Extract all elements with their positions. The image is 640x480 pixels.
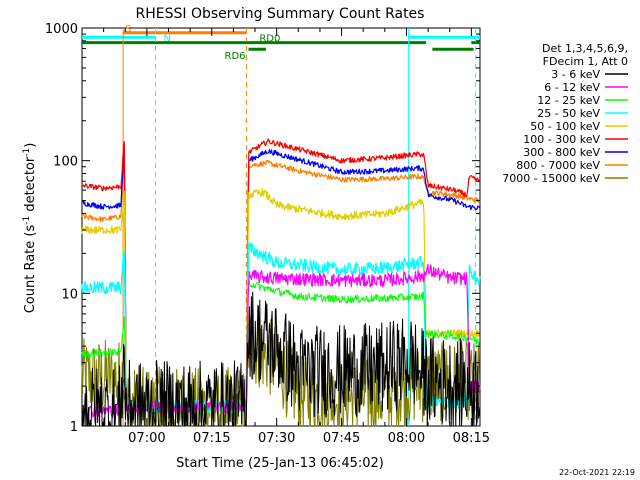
- x-tick-label: 08:15: [453, 431, 490, 446]
- legend-label-12-25-kev: 12 - 25 keV: [537, 94, 600, 107]
- flag-label-n: N: [164, 33, 171, 44]
- plot-frame: [81, 27, 481, 427]
- legend-label-25-50-kev: 25 - 50 keV: [537, 107, 600, 120]
- y-tick-label: 1: [70, 420, 78, 435]
- x-tick-label: 08:00: [388, 431, 425, 446]
- legend-label-800-7000-kev: 800 - 7000 keV: [516, 159, 600, 172]
- legend-label-300-800-kev: 300 - 800 keV: [523, 146, 600, 159]
- chart-title: RHESSI Observing Summary Count Rates: [136, 6, 425, 22]
- legend-label-6-12-kev: 6 - 12 keV: [544, 81, 600, 94]
- x-axis-title: Start Time (25-Jan-13 06:45:02): [176, 456, 384, 471]
- legend-label-100-300-kev: 100 - 300 keV: [523, 133, 600, 146]
- legend-header: FDecim 1, Att 0: [543, 55, 628, 68]
- flag-label-s: S: [125, 24, 131, 35]
- x-tick-label: 07:45: [323, 431, 360, 446]
- series-lines: [81, 138, 481, 427]
- y-tick-label: 1000: [45, 22, 78, 37]
- x-tick-label: 07:30: [258, 431, 295, 446]
- axes: 1 10 100 1000 07:00 07:15 07:30 07:45 08:00 08:15: [45, 22, 490, 446]
- footer-timestamp: 22-Oct-2021 22:19: [559, 468, 635, 477]
- state-change-markers: [122, 28, 477, 426]
- flag-label-rd0: RD0: [259, 34, 280, 45]
- x-tick-label: 07:15: [193, 431, 230, 446]
- x-tick-label: 07:00: [128, 431, 165, 446]
- legend-header: Det 1,3,4,5,6,9,: [542, 42, 628, 55]
- flag-label-rd6: RD6: [225, 51, 246, 62]
- y-tick-label: 10: [61, 287, 78, 302]
- legend-label-50-100-kev: 50 - 100 keV: [530, 120, 600, 133]
- legend-label-3-6-kev: 3 - 6 keV: [551, 68, 600, 81]
- instrument-flag-bars: S N RD0 RD6: [82, 24, 480, 62]
- legend: Det 1,3,4,5,6,9,FDecim 1, Att 03 - 6 keV…: [502, 42, 628, 185]
- series-line-3-6-kev: [81, 291, 481, 427]
- legend-label-7000-15000-kev: 7000 - 15000 keV: [502, 172, 600, 185]
- y-tick-label: 100: [53, 155, 78, 170]
- y-axis-title: Count Rate (s-1 detector-1): [22, 143, 38, 314]
- series-line-6-12-kev: [81, 263, 481, 419]
